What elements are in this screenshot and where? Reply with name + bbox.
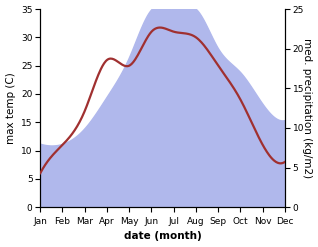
Y-axis label: max temp (C): max temp (C) [5,72,16,144]
X-axis label: date (month): date (month) [124,231,202,242]
Y-axis label: med. precipitation (kg/m2): med. precipitation (kg/m2) [302,38,313,178]
